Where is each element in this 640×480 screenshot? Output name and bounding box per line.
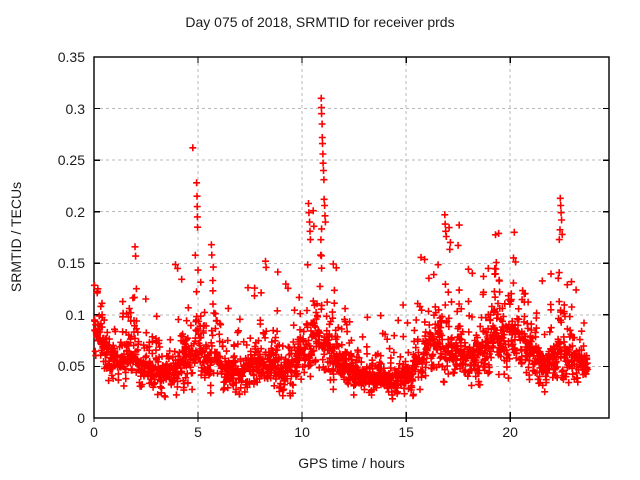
y-axis-label: SRMTID / TECUs — [8, 181, 24, 293]
y-tick-label: 0.3 — [65, 100, 85, 117]
chart-title: Day 075 of 2018, SRMTID for receiver prd… — [185, 14, 455, 30]
x-tick-label: 15 — [398, 424, 414, 440]
y-tick-label: 0.15 — [57, 255, 85, 272]
x-tick-label: 10 — [294, 424, 310, 440]
x-tick-label: 20 — [502, 424, 518, 440]
y-tick-label: 0.1 — [65, 306, 85, 323]
y-tick-label: 0 — [77, 410, 85, 426]
y-tick-label: 0.35 — [57, 49, 85, 65]
plot-frame — [93, 56, 610, 419]
x-axis-label: GPS time / hours — [298, 455, 405, 471]
y-tick-label: 0.25 — [57, 152, 85, 169]
scatter-points — [90, 207, 592, 403]
y-tick-label: 0.2 — [65, 203, 85, 220]
x-tick-label: 0 — [90, 424, 98, 440]
x-tick-label: 5 — [194, 424, 202, 440]
scatter-outlier-points — [131, 94, 566, 272]
y-tick-label: 0.05 — [57, 358, 85, 375]
